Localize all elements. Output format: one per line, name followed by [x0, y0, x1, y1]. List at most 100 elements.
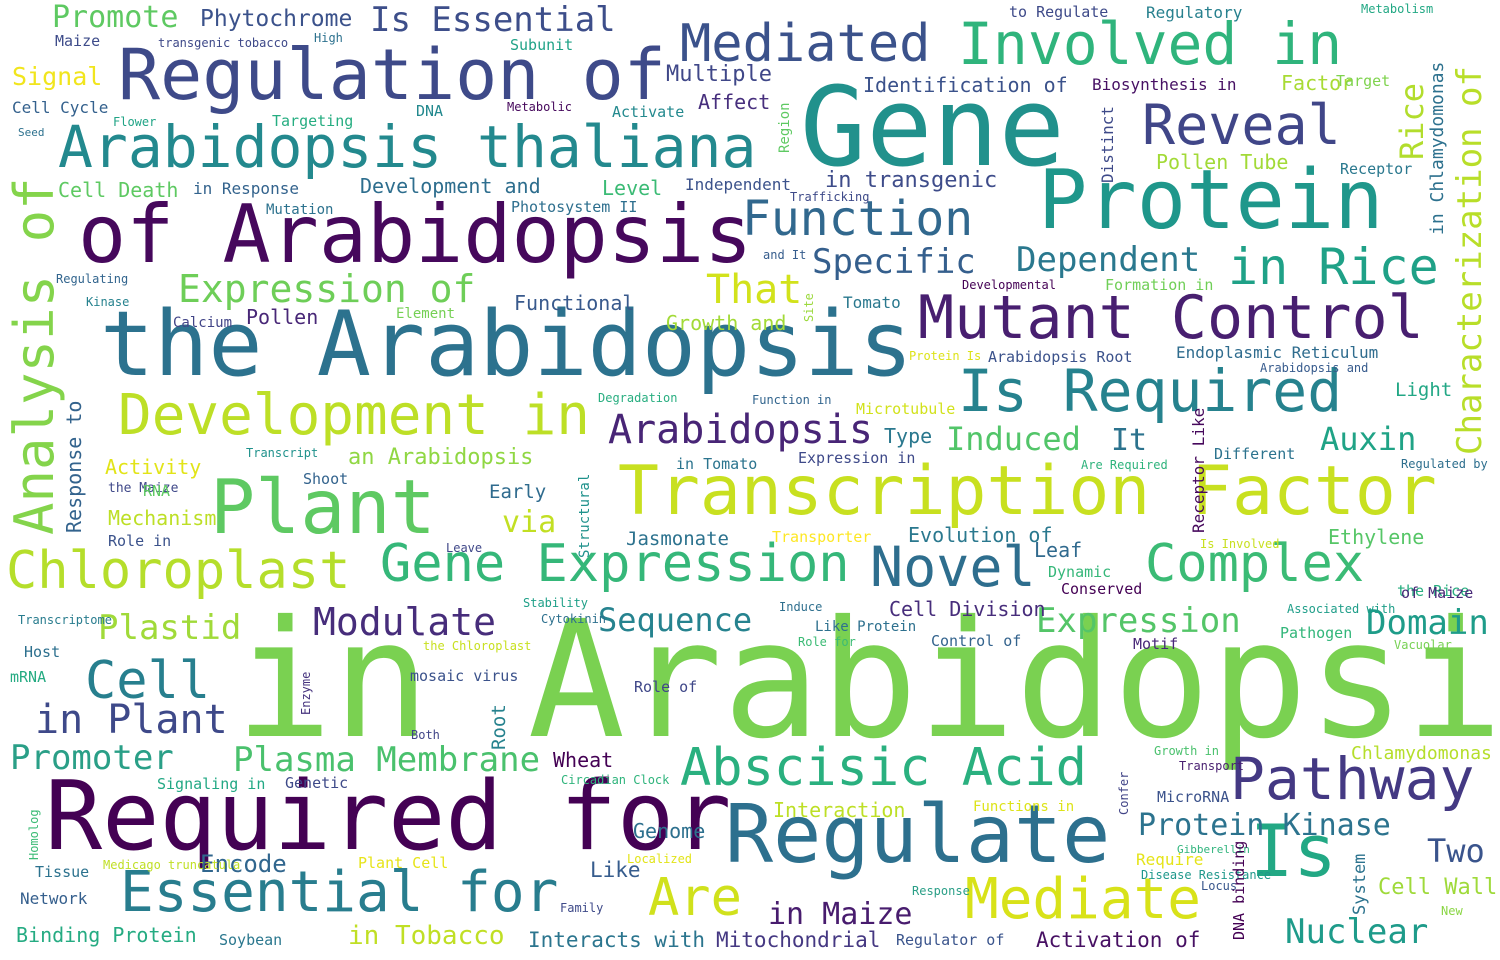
cloud-word: in Arabidopsis [235, 587, 1500, 775]
cloud-word: Targeting [272, 112, 354, 130]
cloud-word: Role for [798, 635, 856, 649]
cloud-word: the Maize [108, 481, 179, 496]
cloud-word: an Arabidopsis [348, 445, 534, 470]
cloud-word: Two [1427, 832, 1485, 870]
cloud-word: Growth and [666, 311, 787, 335]
cloud-word: Chloroplast [6, 541, 351, 601]
cloud-word: Regulated by [1401, 457, 1488, 471]
cloud-word: in Rice [1228, 238, 1439, 296]
cloud-word: transgenic tobacco [158, 36, 289, 50]
cloud-word: Analysis of [3, 177, 66, 535]
cloud-word: Phytochrome [200, 6, 353, 32]
cloud-word: Factor [1281, 71, 1354, 95]
cloud-word: Specific [812, 242, 976, 282]
cloud-word: Medicago truncatula [103, 858, 241, 872]
cloud-word: Are [648, 868, 742, 928]
cloud-word: of Maize [1401, 584, 1474, 602]
cloud-word: Receptor [1340, 160, 1413, 178]
cloud-word: Regulating [56, 272, 129, 286]
cloud-word: Like Protein [815, 619, 917, 635]
cloud-word: Protein [1038, 153, 1384, 248]
cloud-word: That [706, 267, 803, 313]
cloud-word: in Tobacco [348, 921, 505, 951]
cloud-word: Activate [612, 103, 685, 121]
cloud-word: Characterization of [1450, 66, 1490, 455]
cloud-word: Circadian Clock [561, 773, 670, 787]
cloud-word: Type [884, 424, 933, 448]
cloud-word: Essential for [120, 860, 559, 925]
cloud-word: Protein Is [909, 349, 982, 363]
cloud-word: Shoot [303, 470, 349, 488]
cloud-word: Modulate [313, 600, 497, 644]
cloud-word: Confer [1117, 771, 1131, 815]
cloud-word: Signal [12, 62, 103, 91]
cloud-word: Control of [931, 632, 1022, 650]
cloud-word: Disease Resistance [1141, 868, 1272, 882]
cloud-word: Pollen [246, 305, 319, 329]
cloud-word: DNA [416, 102, 444, 120]
cloud-word: Jasmonate [626, 528, 729, 550]
cloud-word: the Rice [1397, 582, 1470, 600]
cloud-word: Cell Wall [1378, 875, 1498, 900]
cloud-word: Mitochondrial [716, 928, 881, 952]
cloud-word: New [1441, 904, 1463, 918]
cloud-word: Independent [685, 175, 791, 194]
cloud-word: Both [411, 728, 440, 742]
cloud-word: Target [1336, 72, 1391, 90]
cloud-word: Transporter [772, 528, 872, 546]
cloud-word: Interaction [773, 798, 906, 822]
cloud-word: Mutant Control [918, 283, 1424, 353]
cloud-word: Novel [870, 535, 1036, 599]
cloud-word: Leave [446, 541, 483, 555]
cloud-word: Response [912, 884, 970, 898]
cloud-word: Role in [108, 532, 172, 550]
cloud-word: Biosynthesis in [1092, 75, 1237, 94]
cloud-word: Region [777, 102, 793, 153]
cloud-word: Level [602, 176, 663, 200]
cloud-word: Regulator of [896, 931, 1005, 949]
cloud-word: Family [560, 901, 604, 915]
cloud-word: Domain [1366, 603, 1489, 643]
cloud-word: Gene Expression [380, 534, 850, 594]
cloud-word: Response to [62, 400, 86, 533]
cloud-word: Receptor Like [1189, 407, 1208, 533]
cloud-word: Promote [52, 0, 179, 35]
cloud-word: Motif [1133, 635, 1179, 653]
cloud-word: Distinct [1098, 105, 1117, 183]
cloud-word: DNA binding [1230, 840, 1248, 940]
cloud-word: Formation in [1105, 276, 1214, 294]
cloud-word: Plant Cell [358, 854, 449, 872]
cloud-word: Tomato [843, 293, 901, 312]
cloud-word: Arabidopsis Root [988, 348, 1133, 366]
cloud-word: Gibberellin [1177, 843, 1250, 856]
cloud-word: Cell Cycle [12, 98, 109, 117]
cloud-word: in Response [193, 179, 299, 198]
cloud-word: Arabidopsis [608, 407, 873, 453]
cloud-word: Complex [1145, 534, 1365, 594]
cloud-word: Vacuolar [1394, 638, 1452, 652]
cloud-word: Development and [360, 174, 541, 198]
cloud-word: Kinase [86, 295, 130, 309]
cloud-word: Is Required [958, 357, 1343, 425]
cloud-word: Induce [779, 600, 823, 614]
cloud-word: Metabolism [1361, 2, 1434, 16]
cloud-word: via [502, 505, 557, 540]
cloud-word: Affect [698, 90, 771, 114]
cloud-word: Ethylene [1328, 525, 1425, 549]
cloud-word: Plant [210, 463, 436, 551]
cloud-word: Binding Protein [16, 923, 197, 947]
cloud-word: Enzyme [299, 671, 313, 715]
cloud-word: Expression in [798, 449, 916, 467]
cloud-word: Photosystem II [511, 198, 638, 216]
cloud-word: Growth in [1154, 744, 1220, 758]
cloud-word: Cell Death [58, 178, 179, 202]
cloud-word: Seed [18, 126, 45, 139]
cloud-word: Mutation [266, 202, 334, 218]
cloud-word: Rice [1393, 82, 1431, 160]
cloud-word: Evolution of [908, 523, 1053, 547]
cloud-word: Plasma Membrane [233, 740, 541, 780]
cloud-word: Is Essential [370, 0, 616, 40]
cloud-word: Reveal [1142, 93, 1341, 157]
cloud-word: and It [763, 248, 807, 262]
cloud-word: Element [396, 306, 456, 322]
